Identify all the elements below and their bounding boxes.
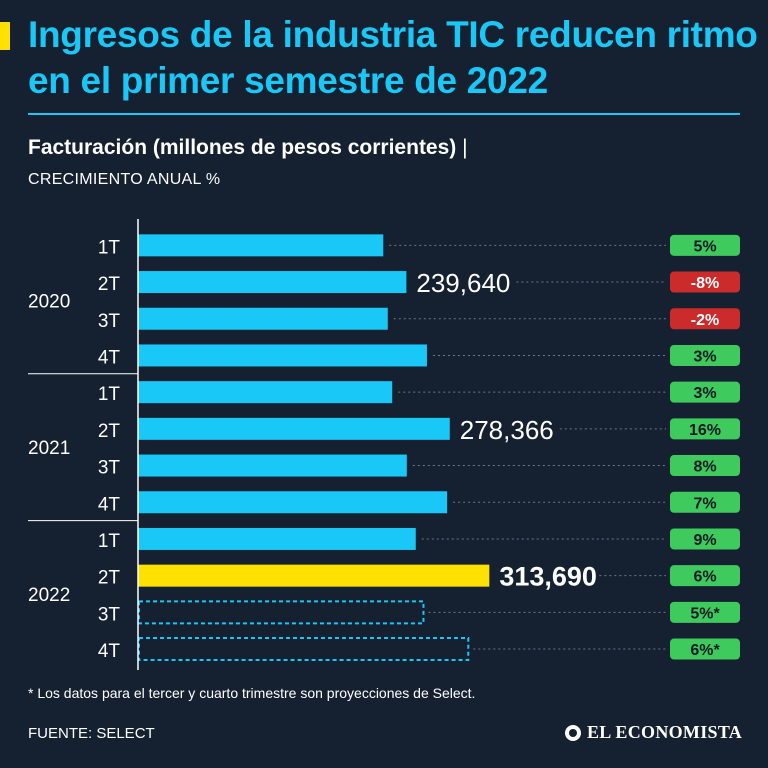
growth-value: -8% <box>691 275 719 292</box>
value-label: 239,640 <box>416 268 510 298</box>
growth-value: 5% <box>693 238 716 255</box>
growth-value: 16% <box>689 422 721 439</box>
growth-badge <box>670 271 740 293</box>
growth-badge <box>670 344 740 366</box>
bar-2022-1T <box>138 527 416 550</box>
growth-value: 5%* <box>690 605 720 622</box>
bar-2020-3T <box>138 307 388 330</box>
quarter-label: 3T <box>98 458 121 479</box>
growth-badge <box>670 418 740 440</box>
quarter-label: 1T <box>98 384 121 405</box>
bar-chart: 1T 5% 2T 239,640 -8% 3T -2% 4T 3% 2020 1T 3% 2T 278,3… <box>28 219 740 670</box>
bar-2020-2T <box>138 271 407 294</box>
bar-2021-2T <box>138 417 450 440</box>
page-title: Ingresos de la industria TIC reducen rit… <box>28 14 758 101</box>
growth-value: 7% <box>693 495 716 512</box>
footnote: * Los datos para el tercer y cuarto trim… <box>28 685 476 701</box>
quarter-label: 2T <box>98 421 121 442</box>
year-label: 2020 <box>28 291 70 312</box>
quarter-label: 2T <box>98 568 121 589</box>
quarter-label: 4T <box>98 494 121 515</box>
bar-2020-1T <box>138 234 384 257</box>
bar-2021-1T <box>138 381 393 404</box>
subtitle-text: Facturación (millones de pesos corriente… <box>28 136 457 159</box>
growth-value: 3% <box>693 385 716 402</box>
growth-value: 8% <box>693 459 716 476</box>
brand-name: EL ECONOMISTA <box>587 722 743 742</box>
quarter-label: 3T <box>98 311 121 332</box>
quarter-label: 1T <box>98 531 121 552</box>
value-label: 313,690 <box>499 562 597 592</box>
bar-projection-2022-3T <box>138 600 425 625</box>
growth-value: -2% <box>691 312 719 329</box>
bar-2022-2T <box>138 564 490 587</box>
quarter-label: 3T <box>98 604 121 625</box>
source-label: FUENTE: SELECT <box>28 725 155 742</box>
brand-logo: EL ECONOMISTA <box>565 722 742 743</box>
growth-badge <box>670 491 740 513</box>
bar-projection-2022-4T <box>138 637 470 662</box>
quarter-label: 1T <box>98 237 121 258</box>
bar-2020-4T <box>138 344 427 367</box>
growth-badge <box>670 601 740 623</box>
growth-badge <box>670 308 740 330</box>
title-accent-bar <box>0 22 10 50</box>
growth-badge <box>670 234 740 256</box>
growth-badge <box>670 455 740 477</box>
chart-subtitle-growth: CRECIMIENTO ANUAL % <box>28 171 221 188</box>
growth-badge <box>670 638 740 660</box>
growth-badge <box>670 565 740 587</box>
year-label: 2022 <box>28 585 70 606</box>
growth-value: 6% <box>693 569 716 586</box>
title-rule <box>28 113 740 115</box>
growth-badge <box>670 528 740 550</box>
chart-subtitle: Facturación (millones de pesos corriente… <box>28 136 468 160</box>
value-label: 278,366 <box>460 415 554 445</box>
growth-badge <box>670 381 740 403</box>
quarter-label: 4T <box>98 347 121 368</box>
year-label: 2021 <box>28 438 70 459</box>
growth-value: 6%* <box>690 642 720 659</box>
growth-value: 3% <box>693 348 716 365</box>
subtitle-separator: | <box>462 136 468 159</box>
bar-2021-3T <box>138 454 407 477</box>
quarter-label: 4T <box>98 641 121 662</box>
quarter-label: 2T <box>98 274 121 295</box>
brand-icon <box>565 724 581 741</box>
growth-value: 9% <box>693 532 716 549</box>
bar-2021-4T <box>138 491 448 514</box>
